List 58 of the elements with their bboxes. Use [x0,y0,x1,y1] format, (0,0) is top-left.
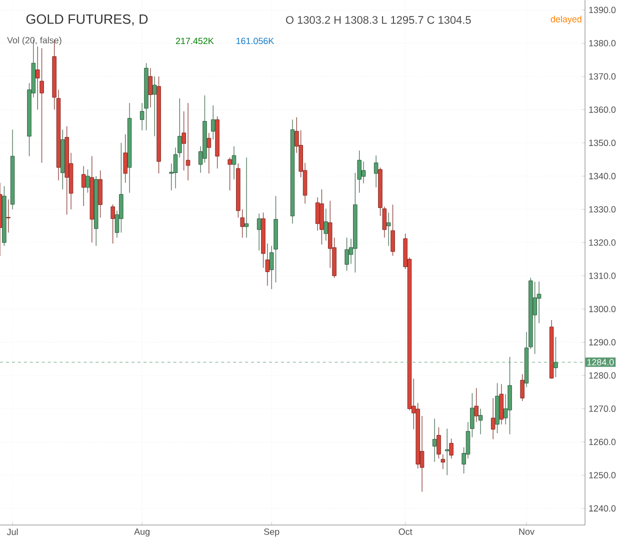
candlestick [6,199,10,233]
candlestick [81,166,86,206]
candlestick [390,204,395,256]
candlestick [210,105,216,140]
candlestick [490,398,496,440]
candlestick [206,132,212,174]
candlestick [536,281,542,324]
candlestick [474,388,478,422]
ref-line-label: 1284.0 [587,359,614,366]
candlestick [228,157,232,191]
y-tick-label: 1340.0 [589,172,616,180]
y-tick-label: 1250.0 [589,472,616,478]
candlestick [374,155,378,188]
y-tick-label: 1390.0 [589,6,616,14]
y-tick-label: 1330.0 [589,206,616,213]
annotation: 161.056K [236,38,274,44]
candlestick [110,204,115,244]
candlestick [361,161,366,184]
candlestick [444,428,450,476]
candlestick [478,408,483,435]
y-tick-label: 1260.0 [589,438,616,446]
annotation: 217.452K [176,38,214,44]
candlestick [432,418,437,462]
x-tick-label: Jul [6,528,18,536]
candlestick [324,208,328,241]
candlestick [532,281,537,354]
y-tick-label: 1240.0 [589,505,616,512]
candlestick [449,438,454,459]
y-tick-label: 1380.0 [589,40,616,46]
y-tick-label: 1280.0 [589,372,616,379]
candlestick [386,212,391,246]
annotation: Vol (20, false) [7,36,62,46]
text: GOLD FUTURES, D [26,14,148,26]
y-tick-label: 1350.0 [589,140,616,146]
candlestick [148,68,153,108]
x-tick-label: Sep [264,528,280,537]
annotation: O 1303.2 H 1308.3 L 1295.7 C 1304.5 [286,16,471,24]
x-tick-label: Aug [134,528,150,537]
candlestick [244,157,249,238]
y-tick-label: 1270.0 [589,406,616,412]
candlestick [232,146,236,180]
y-tick-label: 1360.0 [589,106,616,113]
x-tick-label: Nov [519,528,534,535]
candlestick [344,237,349,272]
candlestick [256,213,262,251]
x-tick-label: Oct [398,528,412,535]
candlestick [152,76,157,137]
y-tick-label: 1290.0 [589,339,616,346]
candlestick [123,134,128,184]
y-tick-label: 1300.0 [589,306,616,312]
annotation: delayed [550,16,582,24]
y-tick-label: 1320.0 [589,239,616,246]
y-tick-label: 1310.0 [589,272,616,279]
candlestick [186,102,190,181]
y-tick-label: 1370.0 [589,73,616,80]
candlestick [86,169,90,194]
candlestick [520,374,524,402]
candlestick [40,48,44,164]
